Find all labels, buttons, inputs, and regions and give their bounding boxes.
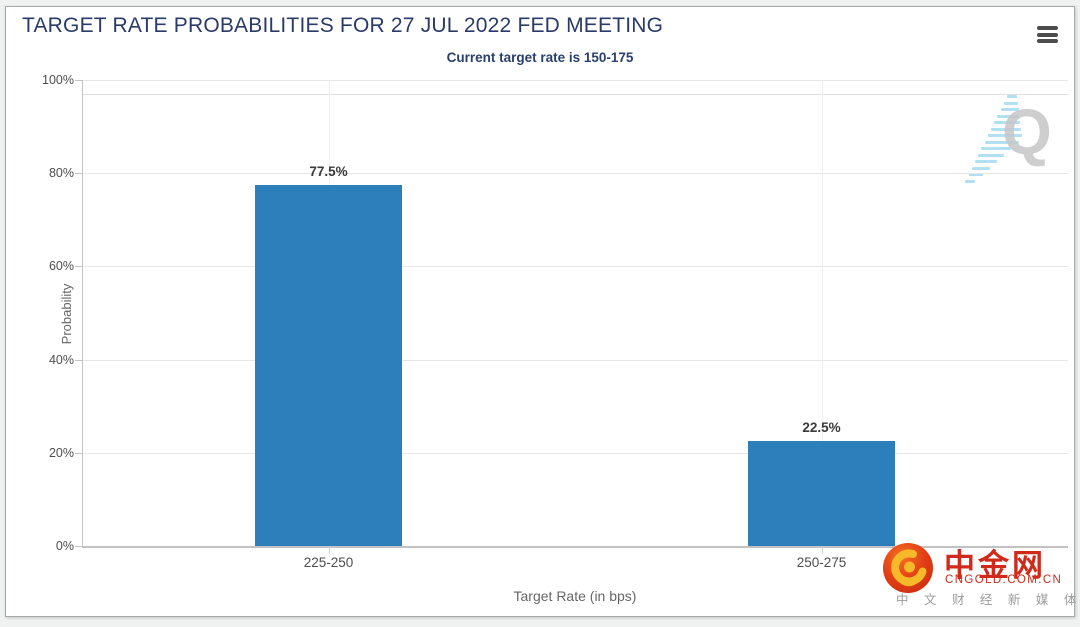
hamburger-icon (1037, 39, 1058, 43)
x-tick-mark (328, 547, 330, 554)
watermark-streak-dash (991, 127, 1021, 131)
chart-context-menu-button[interactable] (1036, 24, 1060, 46)
y-tick-mark (75, 173, 82, 175)
top-band-line (83, 94, 1068, 95)
watermark-streak-dash (978, 153, 1005, 157)
y-tick-mark (75, 266, 82, 268)
bar[interactable] (254, 184, 403, 546)
chart-title: TARGET RATE PROBABILITIES FOR 27 JUL 202… (22, 14, 664, 37)
watermark-streak-dash (997, 114, 1020, 118)
watermark-streak-dash (984, 140, 1019, 144)
y-gridline (83, 452, 1068, 454)
y-tick-mark (75, 359, 82, 361)
y-gridline (83, 266, 1068, 268)
y-tick-label: 60% (48, 259, 74, 274)
y-gridline (83, 173, 1068, 175)
brand-tagline: 中 文 财 经 新 媒 体 (896, 593, 1080, 607)
x-axis-line (82, 546, 1068, 548)
x-tick-label: 225-250 (303, 555, 354, 570)
bar-value-label: 77.5% (309, 163, 348, 179)
cngold-branding: 中金网 CNGOLD.COM.CN 中 文 财 经 新 媒 体 (882, 540, 1076, 608)
watermark-streak-dash (1007, 95, 1017, 98)
brand-domain: CNGOLD.COM.CN (945, 574, 1063, 586)
y-axis-title: Probability (58, 283, 74, 344)
bar-value-label: 22.5% (802, 420, 841, 436)
x-gridline (821, 80, 823, 546)
watermark-streak-dash (971, 166, 990, 170)
y-gridline (83, 359, 1068, 361)
chart-subtitle: Current target rate is 150-175 (446, 50, 634, 65)
y-tick-label: 100% (42, 73, 74, 87)
x-tick-label: 250-275 (796, 555, 847, 570)
watermark-streak-dash (1000, 108, 1019, 111)
quikstrike-watermark: Q (955, 95, 1080, 205)
hamburger-icon (1037, 32, 1058, 37)
watermark-streak-dash (1003, 101, 1018, 105)
watermark-streak-dash (965, 179, 976, 183)
watermark-streak-dash (987, 134, 1022, 137)
y-tick-mark (75, 452, 82, 454)
watermark-streak-dash (994, 121, 1021, 124)
quikstrike-q-icon: Q (1002, 96, 1052, 168)
cngold-swirl-logo-icon (882, 542, 934, 594)
watermark-streak-dash (981, 147, 1012, 150)
brand-name: 中金网 (944, 548, 1046, 583)
x-axis-title: Target Rate (in bps) (513, 588, 637, 604)
y-tick-mark (75, 80, 82, 81)
y-gridline (83, 80, 1068, 81)
y-tick-label: 0% (55, 539, 74, 553)
plot-area: Probability Target Rate (in bps) Q 0% 20%… (42, 73, 1068, 604)
y-tick-label: 80% (48, 166, 74, 181)
chart-card: TARGET RATE PROBABILITIES FOR 27 JUL 202… (5, 6, 1076, 617)
hamburger-icon (1037, 26, 1058, 30)
watermark-streak-dash (975, 160, 997, 163)
y-tick-label: 20% (48, 445, 74, 460)
x-tick-mark (821, 547, 823, 554)
y-axis-line (82, 80, 83, 547)
y-tick-mark (75, 546, 82, 547)
bar[interactable] (747, 441, 896, 546)
y-tick-label: 40% (48, 352, 74, 367)
